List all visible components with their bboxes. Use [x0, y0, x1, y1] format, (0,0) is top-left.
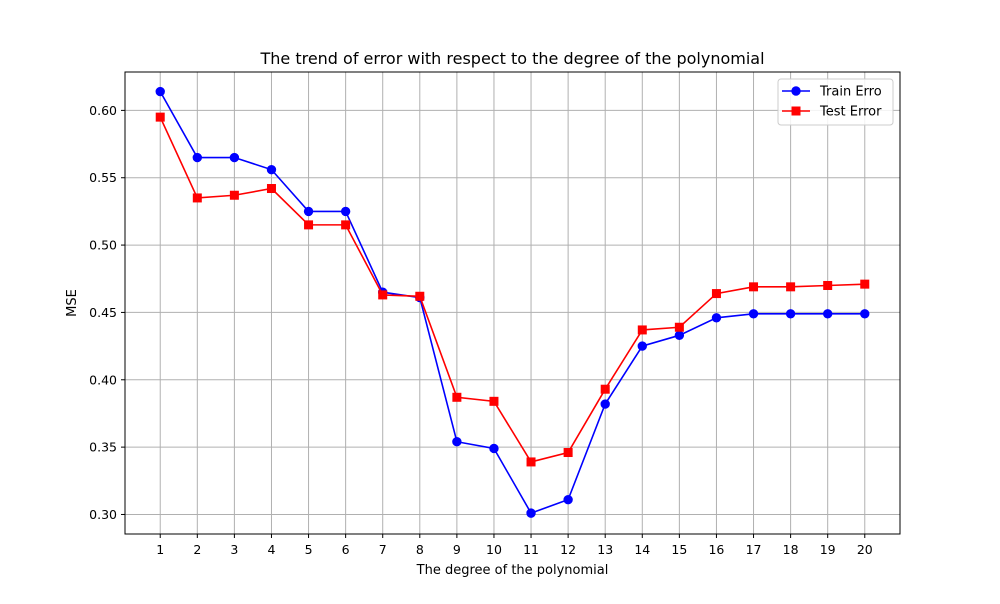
data-point	[341, 220, 351, 230]
data-point	[600, 384, 610, 394]
data-point	[860, 309, 870, 319]
data-point	[748, 309, 759, 319]
y-axis-label: MSE	[65, 289, 80, 317]
data-point	[822, 309, 833, 319]
y-tick-label: 0.45	[89, 305, 117, 320]
x-tick-label: 12	[560, 542, 576, 557]
data-point	[304, 220, 314, 230]
legend: Train Erro Test Error	[777, 78, 894, 126]
data-point	[452, 437, 462, 447]
data-point	[637, 341, 647, 351]
data-point	[229, 152, 240, 163]
data-point	[785, 309, 796, 319]
x-tick-label: 13	[597, 542, 613, 557]
y-tick-label: 0.30	[89, 507, 117, 522]
data-point	[711, 313, 722, 323]
data-point	[192, 152, 203, 163]
data-point	[229, 190, 239, 200]
data-point	[674, 330, 685, 341]
x-tick-label: 10	[486, 542, 502, 557]
data-point	[378, 290, 388, 300]
x-tick-label: 7	[379, 542, 387, 557]
x-tick-label: 1	[156, 542, 164, 557]
legend-item: Test Error	[782, 105, 882, 120]
y-tick-label: 0.35	[89, 440, 117, 455]
data-point	[674, 322, 684, 332]
series-line	[159, 91, 865, 515]
plot-frame	[124, 71, 901, 535]
x-tick-label: 17	[746, 542, 762, 557]
data-point	[155, 86, 165, 97]
x-tick-label: 9	[453, 542, 461, 557]
data-point	[526, 508, 536, 518]
chart-title: The trend of error with respect to the d…	[259, 49, 764, 68]
data-point	[563, 494, 573, 505]
x-tick-label: 11	[523, 542, 539, 557]
data-point	[303, 206, 314, 217]
x-tick-label: 19	[820, 542, 836, 557]
data-point	[340, 206, 351, 217]
tick-layer: 1 2 3 4 5 6 7 8 9 10 11 12 13 14 15 16 17 18 19 200.300.350…	[89, 103, 873, 557]
data-point	[489, 396, 499, 406]
y-tick-label: 0.40	[89, 372, 117, 387]
y-tick-label: 0.50	[89, 238, 117, 253]
x-tick-label: 15	[671, 542, 687, 557]
series-2	[155, 112, 870, 467]
x-tick-label: 18	[783, 542, 799, 557]
x-tick-label: 14	[634, 542, 650, 557]
y-tick-label: 0.55	[89, 170, 117, 185]
data-point	[563, 448, 573, 458]
data-point	[415, 291, 425, 301]
legend-label: Test Error	[819, 105, 882, 120]
x-tick-label: 2	[193, 542, 201, 557]
x-tick-label: 6	[342, 542, 350, 557]
data-point	[786, 282, 796, 292]
data-point	[266, 184, 276, 194]
data-point	[823, 280, 833, 290]
x-tick-label: 4	[267, 542, 275, 557]
x-tick-label: 16	[708, 542, 724, 557]
x-axis-label: The degree of the polynomial	[416, 563, 609, 578]
data-point	[266, 164, 277, 175]
x-tick-label: 20	[857, 542, 873, 557]
x-tick-label: 8	[416, 542, 424, 557]
y-tick-label: 0.60	[89, 103, 117, 118]
series-layer	[155, 86, 870, 518]
data-point	[452, 392, 462, 402]
data-point	[489, 443, 499, 454]
series-line	[159, 116, 865, 463]
legend-item: Train Erro	[782, 85, 882, 100]
x-tick-label: 5	[305, 542, 313, 557]
legend-marker	[791, 106, 801, 116]
data-point	[155, 112, 165, 122]
data-point	[637, 325, 647, 335]
data-point	[600, 399, 610, 409]
x-tick-label: 3	[230, 542, 238, 557]
grid-layer	[125, 72, 900, 534]
legend-label: Train Erro	[819, 85, 882, 100]
data-point	[860, 279, 870, 289]
data-point	[711, 289, 721, 299]
data-point	[749, 282, 759, 292]
data-point	[192, 193, 202, 203]
legend-marker	[791, 86, 801, 96]
data-point	[526, 457, 536, 467]
